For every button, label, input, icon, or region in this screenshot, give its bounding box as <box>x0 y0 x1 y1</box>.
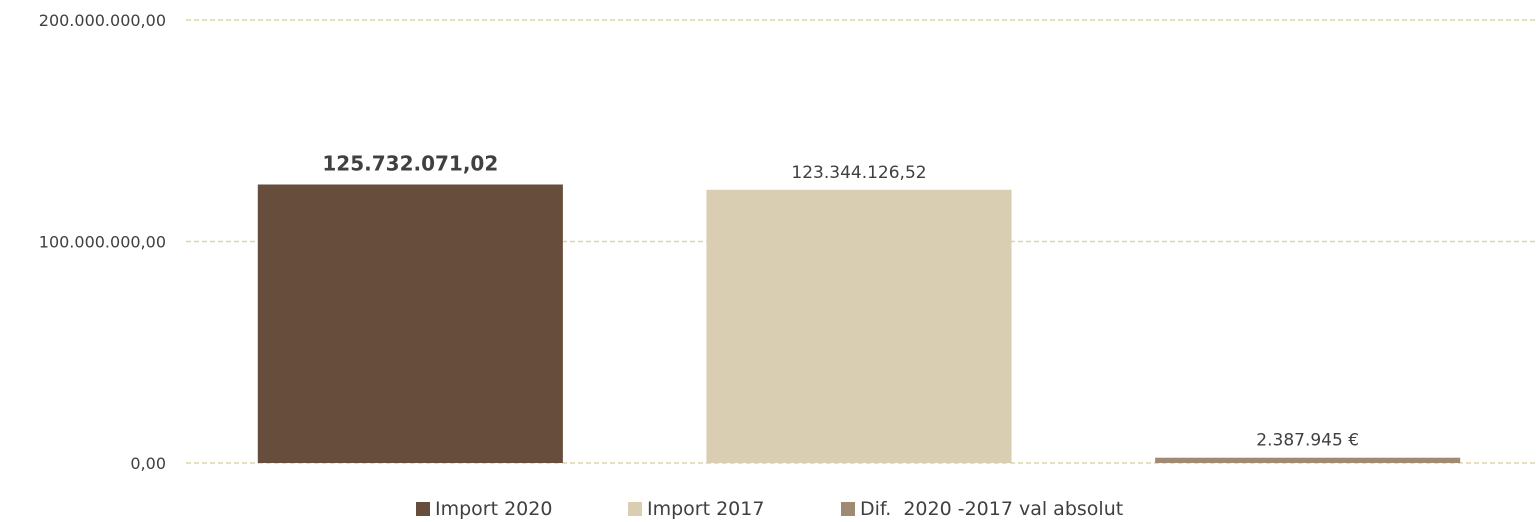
y-tick-label: 0,00 <box>130 454 166 473</box>
legend-label-import-2017: Import 2017 <box>647 498 765 520</box>
legend-swatch-import-2017 <box>628 502 642 516</box>
y-axis-tick-labels: 0,00 100.000.000,00 200.000.000,00 <box>39 11 166 473</box>
legend-item-import-2020: Import 2020 <box>416 498 552 520</box>
data-label-1: 125.732.071,02 <box>322 152 498 176</box>
bars <box>257 184 1461 463</box>
legend-item-import-2017: Import 2017 <box>628 498 764 520</box>
legend-label-import-2020: Import 2020 <box>435 498 553 520</box>
y-tick-label: 200.000.000,00 <box>39 11 166 30</box>
data-label-3: 2.387.945 € <box>1256 431 1359 451</box>
legend-swatch-difference <box>841 502 855 516</box>
legend-item-difference: Dif. 2020 -2017 val absolut <box>841 498 1123 520</box>
y-tick-label: 100.000.000,00 <box>39 233 166 252</box>
bar-chart: 0,00 100.000.000,00 200.000.000,00 125.732… <box>39 11 1536 473</box>
bar-2 <box>706 189 1012 463</box>
legend-swatch-import-2020 <box>416 502 430 516</box>
bar-1 <box>257 184 563 463</box>
data-label-2: 123.344.126,52 <box>791 163 926 183</box>
legend: Import 2020 Import 2017 Dif. 2020 -2017 … <box>0 498 1536 522</box>
legend-label-difference: Dif. 2020 -2017 val absolut <box>860 498 1124 520</box>
bar-3 <box>1155 457 1461 463</box>
data-labels: 125.732.071,02 123.344.126,52 2.387.945 € <box>322 152 1359 451</box>
